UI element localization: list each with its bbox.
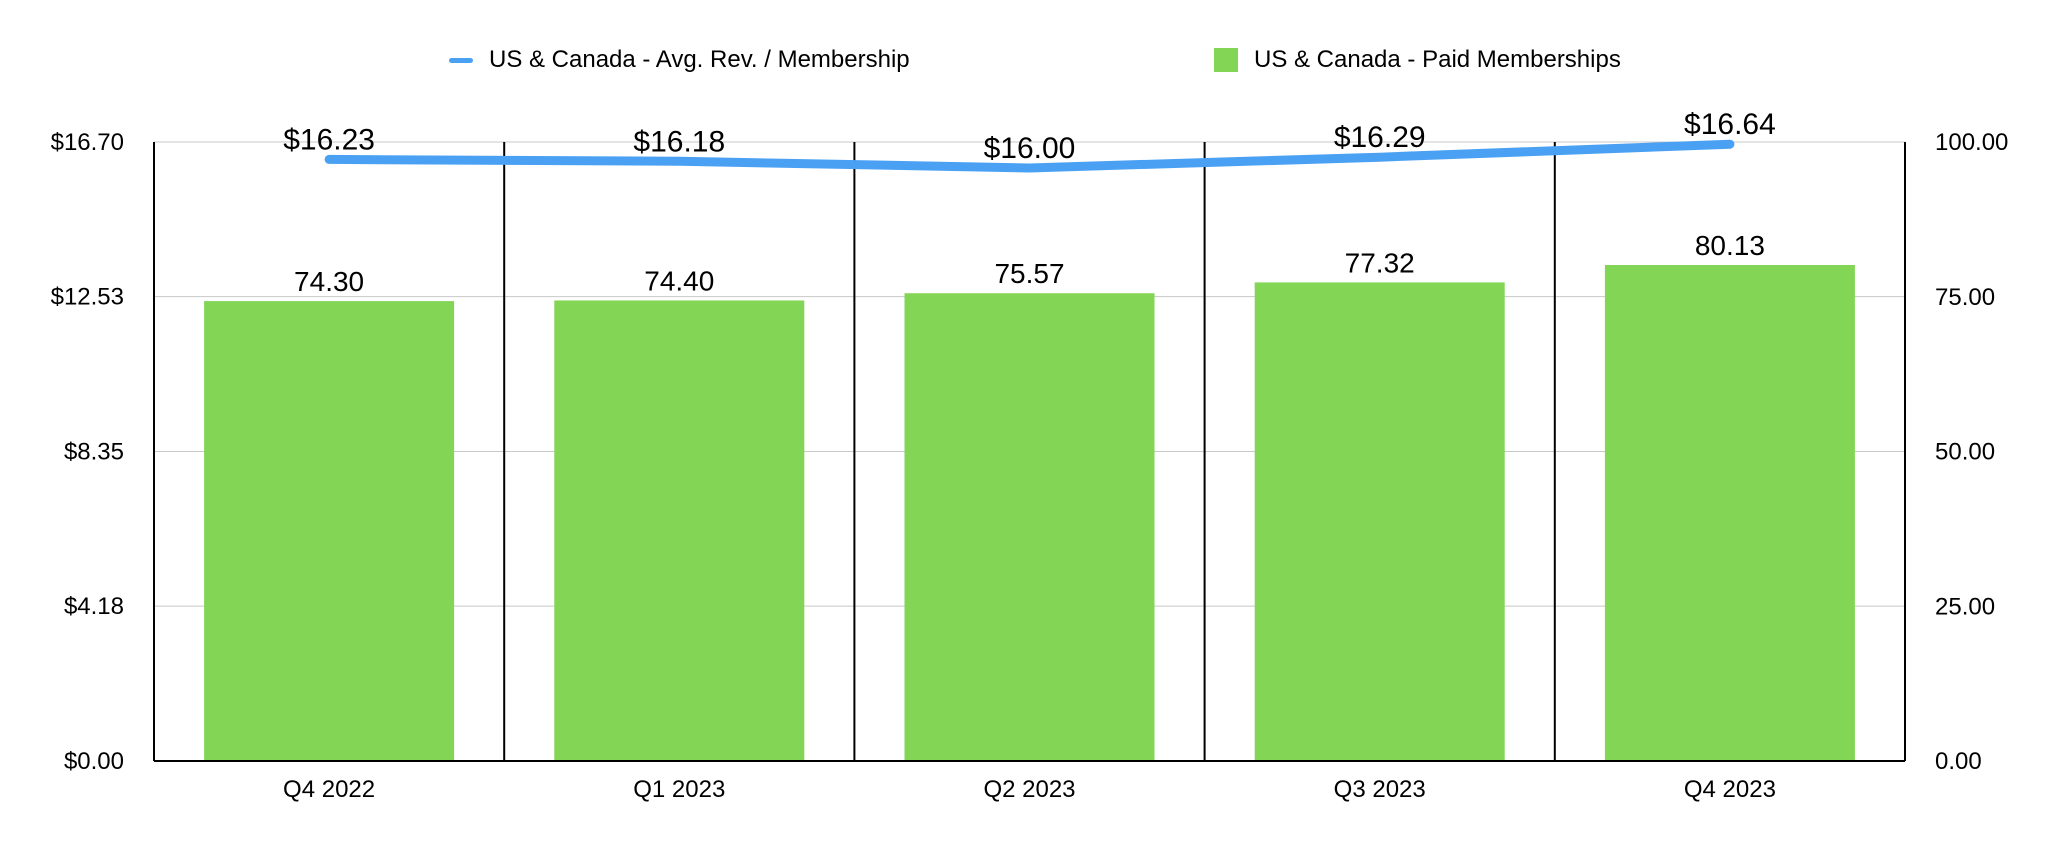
y-left-tick-label: $12.53 (51, 284, 124, 311)
line-value-label: $16.23 (283, 123, 375, 156)
revenue-line-path (324, 139, 1735, 173)
bar-value-label: 75.57 (994, 258, 1064, 289)
y-left-tick-label: $16.70 (51, 129, 124, 156)
y-right-tick-label: 75.00 (1935, 284, 1995, 311)
legend: US & Canada - Avg. Rev. / Membership US … (0, 46, 2058, 86)
bar (1604, 264, 1855, 761)
bar-value-label: 74.40 (644, 265, 714, 296)
revenue-line (324, 139, 1735, 173)
legend-item-bar[interactable]: US & Canada - Paid Memberships (1214, 46, 1621, 74)
bar-swatch-icon (1214, 48, 1238, 72)
x-tick-label: Q4 2023 (1684, 776, 1776, 803)
bar (904, 293, 1155, 761)
bar (204, 301, 455, 761)
y-right-tick-label: 0.00 (1935, 748, 1982, 775)
line-value-label: $16.18 (633, 125, 725, 158)
axis-labels: $0.00 $4.18 $8.35 $12.53 $16.70 0.00 25.00 50.0… (51, 129, 2009, 803)
line-value-label: $16.00 (984, 132, 1076, 165)
line-value-label: $16.29 (1334, 121, 1426, 154)
x-tick-label: Q3 2023 (1334, 776, 1426, 803)
y-right-tick-label: 100.00 (1935, 129, 2008, 156)
bar-value-label: 77.32 (1345, 247, 1415, 278)
x-tick-label: Q1 2023 (633, 776, 725, 803)
data-labels: 74.30 74.40 75.57 77.32 80.13 $16.23 $16.18 $16… (283, 108, 1776, 297)
y-right-tick-label: 50.00 (1935, 439, 1995, 466)
legend-line-label: US & Canada - Avg. Rev. / Membership (489, 46, 910, 73)
x-tick-label: Q2 2023 (983, 776, 1075, 803)
line-value-label: $16.64 (1684, 108, 1776, 141)
legend-item-line[interactable]: US & Canada - Avg. Rev. / Membership (449, 46, 910, 74)
y-left-tick-label: $0.00 (64, 748, 124, 775)
y-left-tick-label: $8.35 (64, 439, 124, 466)
y-left-tick-label: $4.18 (64, 593, 124, 620)
line-swatch-icon (449, 57, 473, 63)
x-tick-label: Q4 2022 (283, 776, 375, 803)
bars (204, 264, 1855, 761)
bar (554, 300, 805, 761)
legend-bar-label: US & Canada - Paid Memberships (1254, 46, 1621, 73)
bar-value-label: 80.13 (1695, 230, 1765, 261)
plot-frame (153, 142, 1906, 762)
bar (1254, 282, 1505, 761)
y-right-tick-label: 25.00 (1935, 593, 1995, 620)
bar-value-label: 74.30 (294, 266, 364, 297)
